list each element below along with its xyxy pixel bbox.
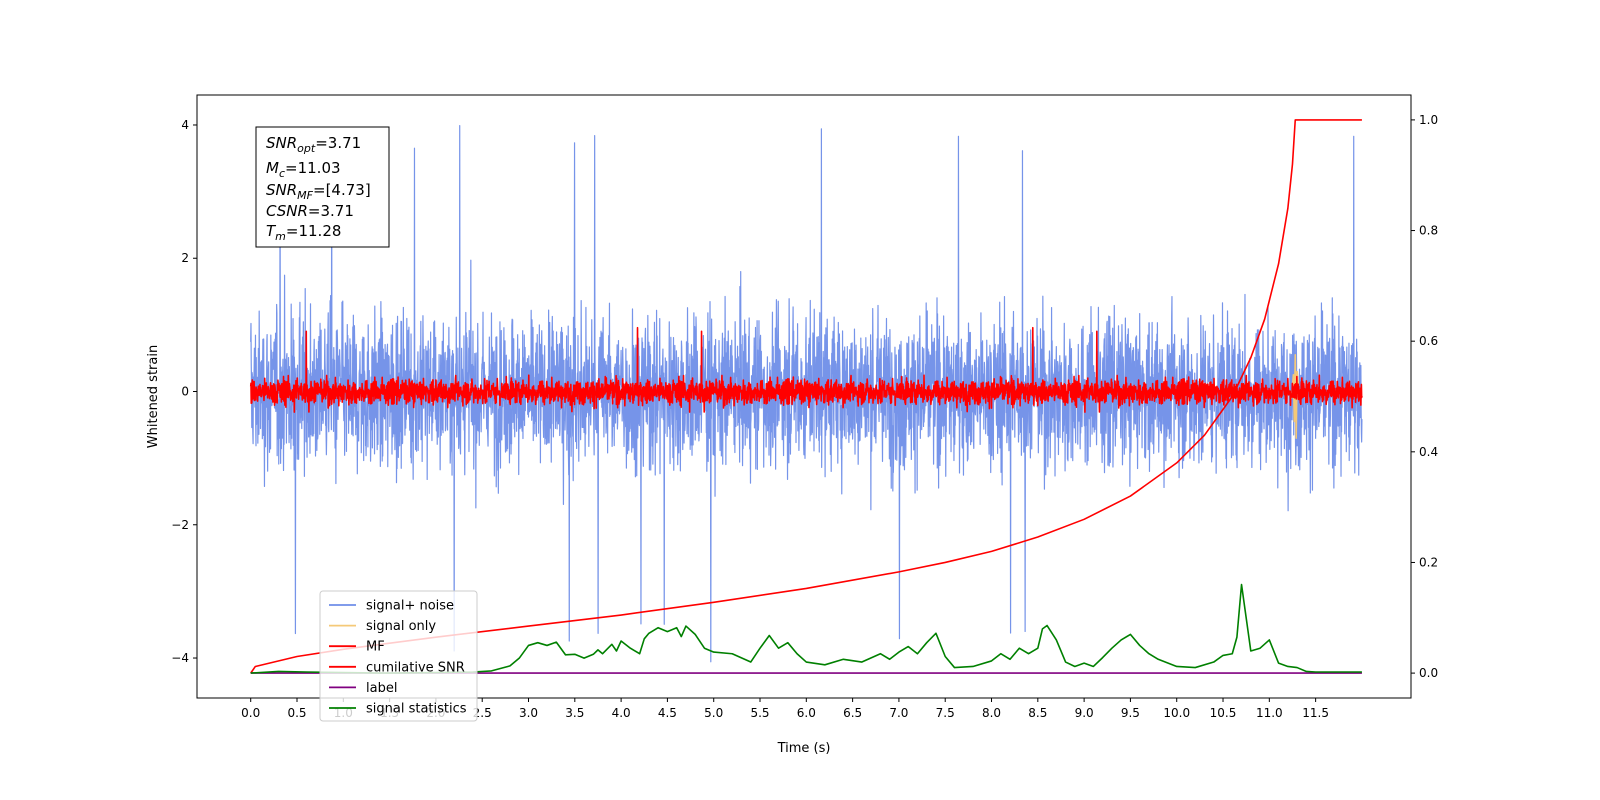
info-snr-opt: SNRopt=3.71 (266, 134, 361, 155)
plot-frame (196, 94, 1412, 699)
y-right-tick-label: 0.8 (1419, 224, 1438, 238)
x-tick-label: 5.0 (704, 706, 723, 720)
x-tick-label: 0.0 (241, 706, 260, 720)
y-right-tick-label: 0.6 (1419, 334, 1438, 348)
x-tick-label: 10.0 (1163, 706, 1190, 720)
x-tick-label: 9.5 (1121, 706, 1140, 720)
legend-label: signal only (366, 619, 436, 634)
info-csnr: CSNR=3.71 (266, 202, 354, 220)
y-axis-right: 0.0 0.2 0.4 0.6 0.8 1.0 (1411, 113, 1438, 680)
y-right-tick-label: 0.4 (1419, 445, 1438, 459)
info-tm: Tm=11.28 (266, 222, 341, 243)
x-tick-label: 9.0 (1075, 706, 1094, 720)
x-tick-label: 5.5 (750, 706, 769, 720)
legend-label: MF (366, 640, 385, 655)
legend-frame (319, 590, 478, 722)
legend-label: cumilative SNR (366, 660, 465, 675)
series-line-2 (249, 326, 1363, 413)
info-box-frame (255, 126, 390, 248)
legend: signal+ noise signal only MF cumilative SNR… (319, 590, 478, 722)
legend-label: signal statistics (366, 702, 467, 717)
x-tick-label: 3.0 (519, 706, 538, 720)
x-axis-label: Time (s) (777, 741, 831, 756)
x-tick-label: 4.0 (612, 706, 631, 720)
x-tick-label: 4.5 (658, 706, 677, 720)
y-left-tick-label: −2 (171, 518, 189, 532)
info-snr-mf: SNRMF=[4.73] (266, 181, 371, 202)
y-left-tick-label: −4 (171, 651, 189, 665)
legend-label: signal+ noise (366, 599, 454, 614)
x-tick-label: 0.5 (287, 706, 306, 720)
series-line-0 (250, 125, 1363, 663)
y-axis-label: Whitened strain (146, 345, 161, 448)
x-tick-label: 7.5 (936, 706, 955, 720)
y-left-tick-label: 2 (181, 251, 189, 265)
y-left-tick-label: 4 (181, 118, 189, 132)
x-tick-label: 7.0 (889, 706, 908, 720)
x-tick-label: 11.0 (1256, 706, 1283, 720)
x-tick-label: 6.5 (843, 706, 862, 720)
x-tick-label: 8.5 (1028, 706, 1047, 720)
y-right-tick-label: 1.0 (1419, 113, 1438, 127)
info-box: SNRopt=3.71 Mc=11.03 SNRMF=[4.73] CSNR=3… (255, 126, 390, 248)
y-axis-left: −4 −2 0 2 4 (171, 118, 197, 665)
x-tick-label: 3.5 (565, 706, 584, 720)
x-tick-label: 10.5 (1210, 706, 1237, 720)
x-tick-label: 8.0 (982, 706, 1001, 720)
info-mc: Mc=11.03 (266, 159, 341, 180)
y-right-tick-label: 0.2 (1419, 555, 1438, 569)
x-tick-label: 11.5 (1302, 706, 1329, 720)
x-tick-label: 6.0 (797, 706, 816, 720)
y-left-tick-label: 0 (181, 385, 189, 399)
y-right-tick-label: 0.0 (1419, 666, 1438, 680)
legend-label: label (366, 681, 397, 696)
series-line-5 (250, 583, 1362, 674)
